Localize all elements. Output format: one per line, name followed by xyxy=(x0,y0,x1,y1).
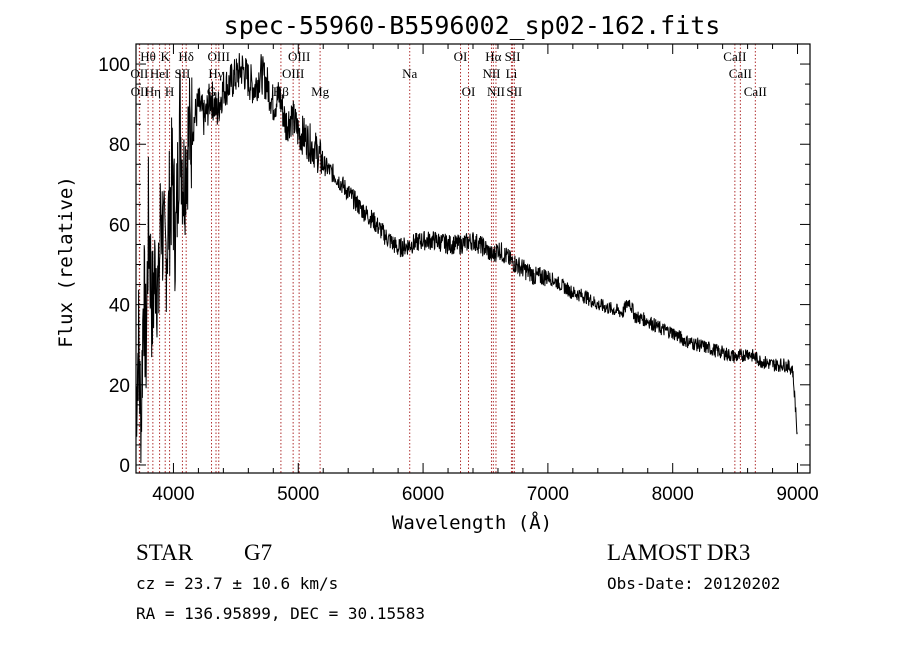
line-label: Li xyxy=(506,66,518,81)
x-tick-label: 7000 xyxy=(527,484,569,505)
ra-dec-coordinates: RA = 136.95899, DEC = 30.15583 xyxy=(136,604,425,623)
y-tick-label: 80 xyxy=(109,135,130,156)
line-label: SII xyxy=(506,84,522,99)
line-label: CaII xyxy=(744,84,767,99)
line-label: OIII xyxy=(288,49,310,64)
x-axis-label: Wavelength (Å) xyxy=(392,511,552,534)
x-tick-label: 8000 xyxy=(652,484,694,505)
y-axis-label: Flux (relative) xyxy=(55,176,77,348)
object-class: STAR xyxy=(136,540,194,565)
x-axis-ticks: 4000 5000 6000 7000 8000 9000 xyxy=(152,44,819,505)
line-label: Na xyxy=(402,66,417,81)
line-label: OI xyxy=(454,49,468,64)
x-tick-label: 4000 xyxy=(152,484,194,505)
y-tick-label: 20 xyxy=(109,376,130,397)
line-label: OII xyxy=(130,66,148,81)
line-label: Hδ xyxy=(178,49,194,64)
line-label: SII xyxy=(174,66,190,81)
line-label: Hη xyxy=(145,84,161,99)
line-label: Hθ xyxy=(140,49,156,64)
line-label: K xyxy=(161,49,171,64)
spectrum-line xyxy=(135,53,798,464)
object-subclass: G7 xyxy=(244,540,272,565)
line-label: CaII xyxy=(729,66,752,81)
chart-title: spec-55960-B5596002_sp02-162.fits xyxy=(224,11,721,40)
line-label: Hγ xyxy=(208,66,223,81)
line-label: HeI xyxy=(150,66,170,81)
line-label: OI xyxy=(462,84,476,99)
emission-line-markers xyxy=(138,44,756,473)
x-tick-label: 6000 xyxy=(402,484,444,505)
line-label: OIII xyxy=(282,66,304,81)
line-label: OII xyxy=(131,84,149,99)
survey-name: LAMOST DR3 xyxy=(607,540,750,565)
y-tick-label: 60 xyxy=(109,215,130,236)
y-tick-label: 40 xyxy=(109,296,130,317)
emission-line-labels: HθOIIOIIHηHeIKHSIIHδGOIIIHγHβOIIIOIIIMgN… xyxy=(130,49,767,99)
line-label: G xyxy=(207,84,216,99)
y-tick-label: 100 xyxy=(98,55,130,76)
line-label: SII xyxy=(505,49,521,64)
line-label: OIII xyxy=(208,49,230,64)
line-label: Hα xyxy=(485,49,501,64)
y-axis-ticks: 0 20 40 60 80 100 xyxy=(98,55,810,477)
line-label: Mg xyxy=(311,84,330,99)
line-label: CaII xyxy=(723,49,746,64)
spectrum-series xyxy=(135,53,798,464)
observation-date: Obs-Date: 20120202 xyxy=(607,574,780,593)
x-tick-label: 5000 xyxy=(277,484,319,505)
line-label: NII xyxy=(487,84,505,99)
redshift-cz: cz = 23.7 ± 10.6 km/s xyxy=(136,574,338,593)
x-tick-label: 9000 xyxy=(776,484,818,505)
line-label: NII xyxy=(482,66,500,81)
line-label: H xyxy=(165,84,174,99)
y-tick-label: 0 xyxy=(119,456,130,477)
plot-frame xyxy=(135,43,811,474)
